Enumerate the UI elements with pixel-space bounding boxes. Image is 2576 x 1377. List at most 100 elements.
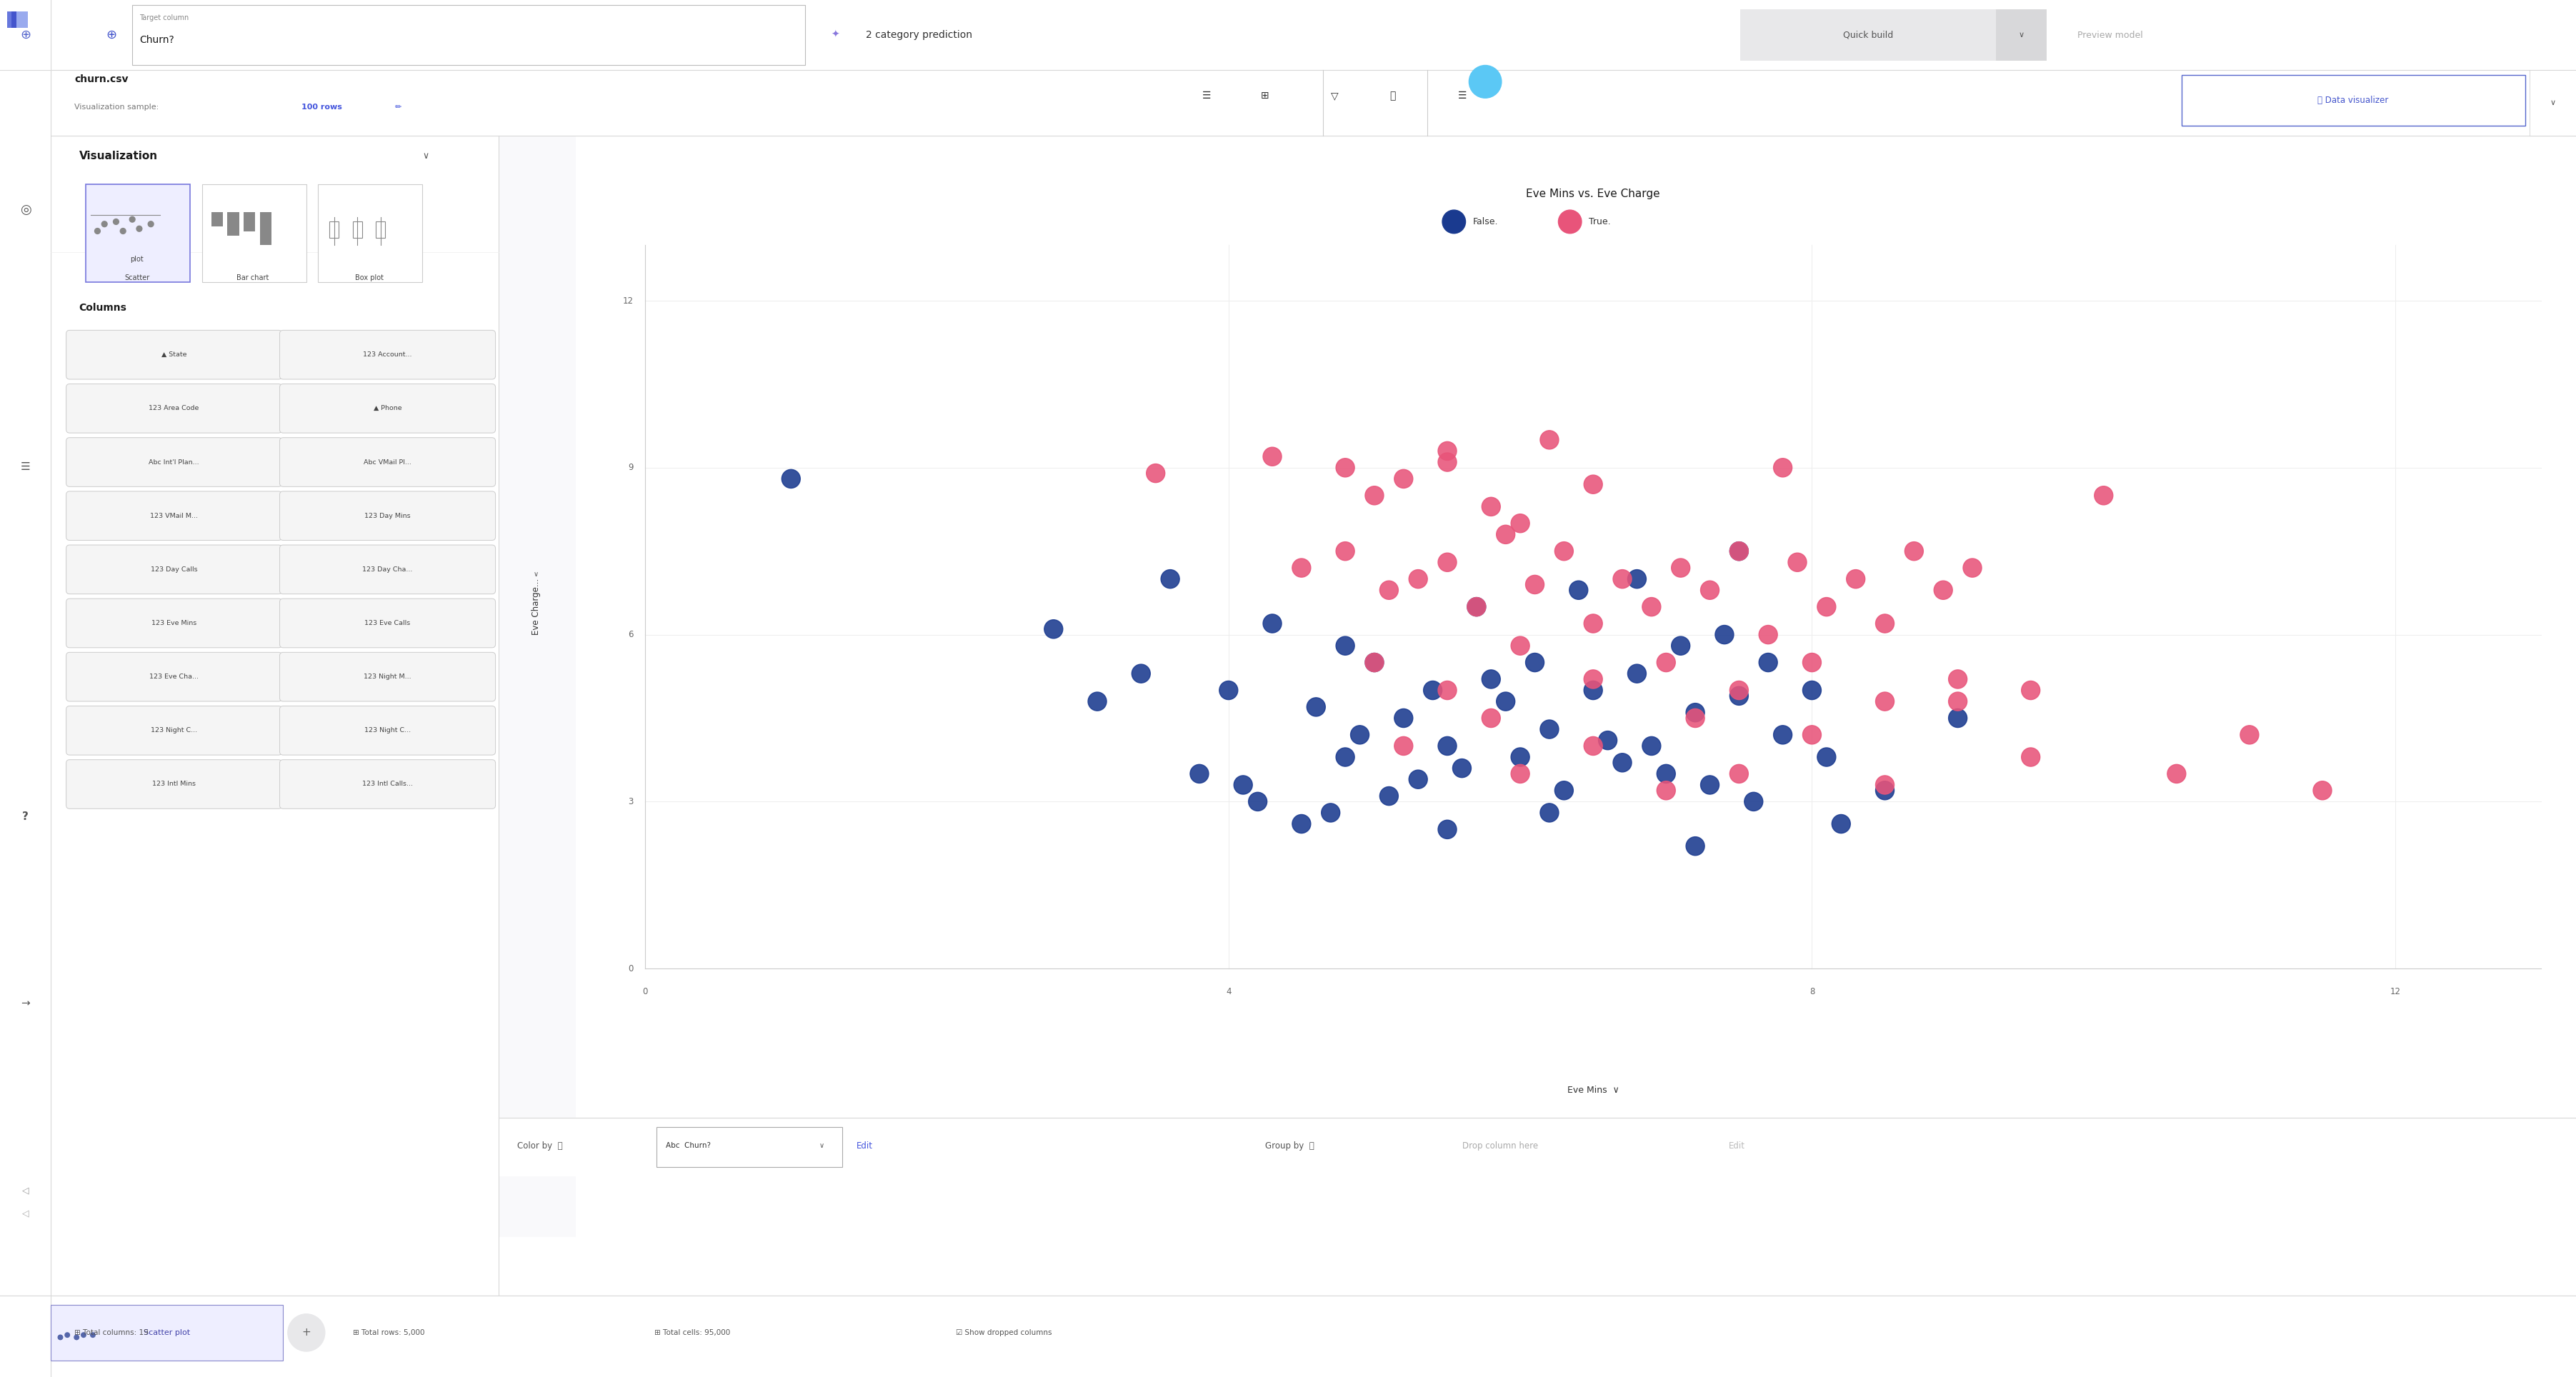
Polygon shape: [13, 11, 23, 28]
Circle shape: [1832, 815, 1850, 833]
Text: Box plot: Box plot: [355, 274, 384, 281]
Text: 0: 0: [641, 987, 647, 997]
Text: 123 Account...: 123 Account...: [363, 351, 412, 358]
Circle shape: [1728, 687, 1749, 705]
Text: Churn?: Churn?: [139, 34, 175, 44]
Circle shape: [2241, 726, 2259, 744]
Circle shape: [1481, 709, 1499, 727]
Circle shape: [1437, 442, 1455, 460]
Circle shape: [1685, 709, 1705, 727]
Circle shape: [1043, 620, 1064, 639]
Circle shape: [1947, 709, 1968, 727]
Text: churn.csv: churn.csv: [75, 74, 129, 84]
Circle shape: [1512, 514, 1530, 533]
Circle shape: [1262, 614, 1283, 633]
Text: 4: 4: [1226, 987, 1231, 997]
Circle shape: [1716, 625, 1734, 644]
Circle shape: [1875, 614, 1893, 633]
Text: 123 Night C...: 123 Night C...: [152, 727, 198, 734]
Circle shape: [1728, 764, 1749, 784]
Circle shape: [95, 229, 100, 234]
Circle shape: [2094, 486, 2112, 505]
Text: 123 Area Code: 123 Area Code: [149, 405, 198, 412]
Bar: [634, 233, 2540, 968]
Text: Color by  ⓘ: Color by ⓘ: [518, 1142, 564, 1151]
Text: +: +: [301, 1327, 312, 1338]
Text: ✏: ✏: [394, 103, 402, 112]
Bar: [0, 0, 2576, 70]
Text: Preview model: Preview model: [2076, 30, 2143, 40]
Text: Abc VMail Pl...: Abc VMail Pl...: [363, 459, 412, 465]
Circle shape: [2313, 781, 2331, 800]
Circle shape: [1468, 598, 1486, 616]
Polygon shape: [8, 11, 18, 28]
Circle shape: [1337, 459, 1355, 476]
Circle shape: [1584, 614, 1602, 633]
Text: ⊞ Total columns: 19: ⊞ Total columns: 19: [75, 1329, 149, 1336]
Text: ⊞: ⊞: [1260, 91, 1270, 101]
Bar: [317, 185, 422, 282]
Bar: [2530, 70, 2576, 135]
Circle shape: [1540, 803, 1558, 822]
Circle shape: [2022, 682, 2040, 700]
Circle shape: [75, 1334, 80, 1340]
Circle shape: [1700, 581, 1718, 599]
Text: ⊕: ⊕: [21, 29, 31, 41]
Circle shape: [1409, 570, 1427, 588]
Bar: [0, 0, 52, 1377]
Circle shape: [1788, 554, 1806, 571]
Bar: [131, 4, 806, 65]
Bar: [1996, 10, 2048, 61]
Circle shape: [1087, 693, 1108, 711]
Text: 123 Day Mins: 123 Day Mins: [363, 512, 410, 519]
Circle shape: [1643, 737, 1662, 756]
Text: 8: 8: [1808, 987, 1814, 997]
FancyBboxPatch shape: [281, 653, 495, 701]
Circle shape: [1293, 559, 1311, 577]
Circle shape: [1381, 786, 1399, 806]
Circle shape: [1365, 653, 1383, 672]
Circle shape: [1875, 775, 1893, 795]
FancyBboxPatch shape: [67, 384, 281, 432]
Circle shape: [1875, 781, 1893, 800]
Text: Group by  ⓘ: Group by ⓘ: [1265, 1142, 1314, 1151]
FancyBboxPatch shape: [67, 438, 281, 486]
FancyBboxPatch shape: [67, 545, 281, 593]
Circle shape: [1468, 598, 1486, 616]
Text: Scatter plot: Scatter plot: [144, 1329, 191, 1336]
Circle shape: [1803, 653, 1821, 672]
Circle shape: [1443, 211, 1466, 233]
FancyBboxPatch shape: [67, 599, 281, 647]
Text: True.: True.: [1589, 218, 1610, 226]
Circle shape: [1437, 821, 1455, 839]
Circle shape: [1437, 453, 1455, 471]
Bar: [1741, 10, 1996, 61]
Circle shape: [1556, 781, 1574, 800]
Circle shape: [1540, 720, 1558, 738]
Text: Abc  Churn?: Abc Churn?: [667, 1143, 711, 1150]
Text: 123 Day Calls: 123 Day Calls: [149, 566, 198, 573]
Circle shape: [82, 1333, 85, 1337]
Polygon shape: [15, 11, 28, 28]
Circle shape: [1453, 759, 1471, 778]
FancyBboxPatch shape: [281, 545, 495, 593]
Circle shape: [1558, 211, 1582, 233]
Text: ✦: ✦: [832, 30, 840, 40]
Bar: [500, 1118, 2576, 1176]
Bar: [245, 212, 255, 231]
Text: ☰: ☰: [1458, 91, 1466, 101]
Circle shape: [289, 1314, 325, 1351]
Circle shape: [1728, 541, 1749, 560]
Circle shape: [1512, 764, 1530, 784]
Text: ◁: ◁: [23, 1209, 28, 1219]
Bar: [260, 212, 270, 245]
Circle shape: [1935, 581, 1953, 599]
Circle shape: [137, 226, 142, 231]
Text: 123 Intl Mins: 123 Intl Mins: [152, 781, 196, 788]
Text: 6: 6: [629, 631, 634, 639]
Text: ∨: ∨: [2550, 99, 2555, 106]
Circle shape: [1569, 581, 1587, 599]
Bar: [0, 1296, 2576, 1377]
Circle shape: [1190, 764, 1208, 784]
Circle shape: [90, 1333, 95, 1337]
